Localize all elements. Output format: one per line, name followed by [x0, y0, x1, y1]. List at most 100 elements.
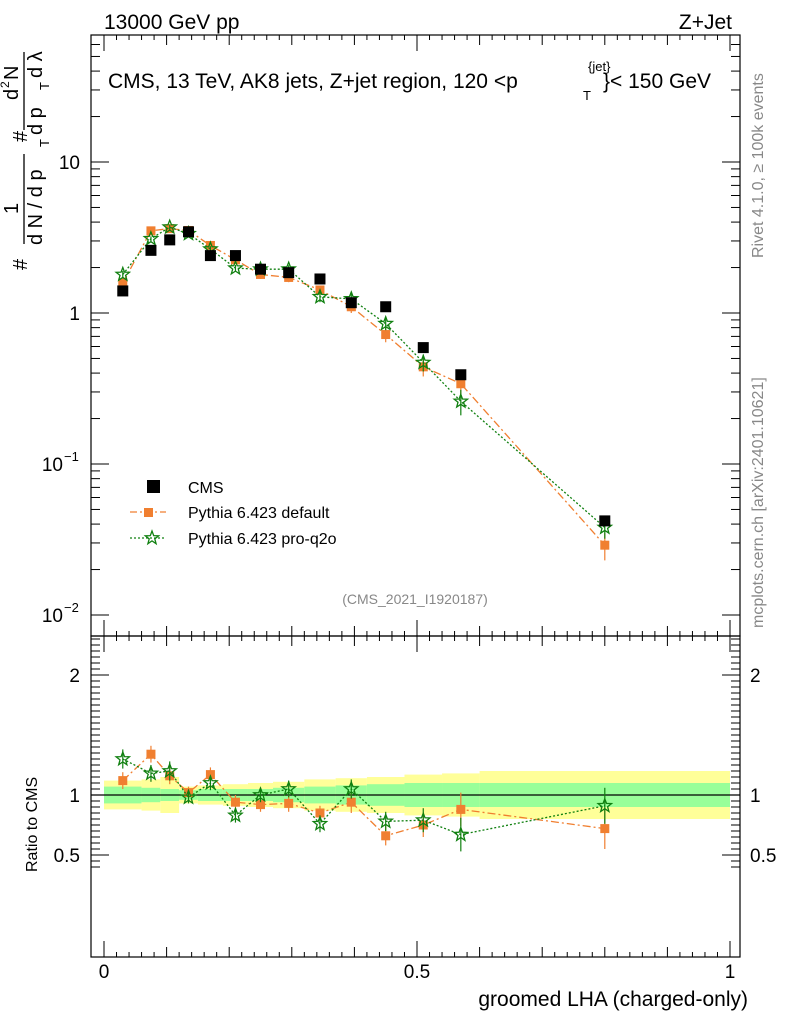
- main-point-cms: [455, 369, 467, 381]
- y-tick-label-exponent: −2: [64, 600, 79, 615]
- main-point-cms: [229, 250, 241, 262]
- ratio-plot-frame: [90, 635, 741, 958]
- plot-title-end: }< 150 GeV: [603, 70, 711, 93]
- plot-title-main: CMS, 13 TeV, AK8 jets, Z+jet region, 120…: [108, 70, 518, 93]
- ratio-point-pythia-6-423-default: [118, 776, 128, 786]
- main-point-cms: [204, 250, 216, 262]
- main-point-cms: [183, 226, 195, 238]
- plot-title: CMS, 13 TeV, AK8 jets, Z+jet region, 120…: [108, 59, 711, 103]
- y-axis-label: # 1 d N / d p T # d 2 N d p T d λ: [0, 51, 52, 270]
- y-label-d2n-n: N: [1, 66, 23, 80]
- main-point-pythia-6-423-pro-q2o: [377, 314, 395, 331]
- y-label-dn-sub: T: [37, 139, 52, 147]
- ratio-y-tick-label-right: 1: [750, 786, 761, 807]
- y-label-dn: d N / d p: [25, 169, 47, 245]
- main-point-pythia-6-423-default: [118, 278, 128, 288]
- rivet-version-label: Rivet 4.1.0, ≥ 100k events: [750, 73, 767, 258]
- y-tick-label: 1: [69, 304, 80, 325]
- energy-label: 13000 GeV pp: [104, 11, 239, 34]
- y-tick-label: 10: [42, 606, 63, 627]
- ratio-y-tick-label-right: 2: [750, 666, 761, 687]
- main-point-cms: [117, 285, 129, 297]
- main-point-pythia-6-423-pro-q2o: [414, 353, 432, 370]
- main-point-pythia-6-423-default: [600, 540, 610, 550]
- y-label-dpt: d p: [25, 107, 47, 135]
- main-point-pythia-6-423-default: [381, 330, 391, 340]
- legend-marker-proq2o: [143, 529, 161, 546]
- ratio-line-pythia-6-423-pro-q2o: [122, 758, 605, 836]
- main-point-cms: [417, 342, 429, 354]
- main-point-pythia-6-423-pro-q2o: [142, 229, 160, 247]
- ratio-point-pythia-6-423-default: [456, 804, 466, 814]
- y-label-hash2: #: [10, 130, 32, 142]
- main-point-pythia-6-423-pro-q2o: [114, 265, 132, 282]
- ratio-y-tick-label: 2: [69, 666, 80, 687]
- process-label: Z+Jet: [679, 11, 732, 34]
- ratio-point-pythia-6-423-pro-q2o: [596, 796, 614, 814]
- y-tick-label: 10: [59, 153, 80, 174]
- ratio-point-pythia-6-423-pro-q2o: [161, 762, 179, 779]
- ratio-point-pythia-6-423-default: [230, 797, 240, 807]
- x-tick-label: 0: [99, 962, 110, 983]
- mcplots-label: mcplots.cern.ch [arXiv:2401.10621]: [750, 377, 767, 628]
- analysis-id: (CMS_2021_I1920187): [342, 591, 488, 607]
- ratio-point-pythia-6-423-default: [256, 800, 265, 810]
- ratio-point-pythia-6-423-default: [600, 824, 610, 834]
- ratio-point-pythia-6-423-pro-q2o: [452, 825, 470, 842]
- legend-label-proq2o: Pythia 6.423 pro-q2o: [188, 531, 337, 548]
- ratio-point-pythia-6-423-pro-q2o: [280, 780, 298, 797]
- main-point-pythia-6-423-default: [205, 240, 215, 250]
- legend-star-shape: [143, 529, 161, 546]
- main-point-cms: [145, 244, 157, 256]
- legend-label-default: Pythia 6.423 default: [188, 505, 330, 522]
- main-point-pythia-6-423-pro-q2o: [311, 287, 329, 304]
- main-point-pythia-6-423-pro-q2o: [227, 259, 244, 276]
- main-point-cms: [380, 301, 392, 313]
- ratio-point-pythia-6-423-pro-q2o: [142, 764, 160, 781]
- ratio-y-tick-label: 1: [69, 786, 80, 807]
- x-tick-label: 0.5: [404, 962, 430, 983]
- main-line-pythia-6-423-default: [122, 227, 606, 546]
- plot-title-sup: {jet}: [588, 59, 611, 74]
- main-point-pythia-6-423-default: [456, 379, 466, 389]
- y-label-one: 1: [1, 203, 23, 214]
- main-point-pythia-6-423-pro-q2o: [161, 218, 179, 235]
- ratio-point-pythia-6-423-pro-q2o: [202, 774, 219, 791]
- ratio-point-pythia-6-423-pro-q2o: [180, 788, 197, 805]
- main-line-pythia-6-423-pro-q2o: [122, 226, 606, 528]
- main-point-pythia-6-423-pro-q2o: [452, 392, 470, 409]
- legend-label-cms: CMS: [188, 480, 224, 497]
- ratio-point-pythia-6-423-default: [284, 798, 294, 808]
- legend: CMS Pythia 6.423 default Pythia 6.423 pr…: [130, 480, 337, 548]
- legend-marker-default: [144, 508, 153, 517]
- ratio-point-pythia-6-423-pro-q2o: [252, 786, 269, 803]
- main-point-cms: [599, 515, 611, 527]
- ratio-point-pythia-6-423-default: [381, 831, 391, 841]
- y-label-d2n-sup: 2: [0, 81, 12, 88]
- ratio-y-tick-label: 0.5: [54, 846, 80, 867]
- ratio-point-pythia-6-423-default: [346, 797, 356, 807]
- plot-title-sub: T: [583, 88, 591, 103]
- y-tick-label: 10: [42, 455, 63, 476]
- ratio-y-label: Ratio to CMS: [24, 777, 41, 872]
- ratio-y-tick-label-right: 0.5: [750, 846, 776, 867]
- y-label-d2n: d: [1, 89, 23, 100]
- y-label-hash: #: [10, 258, 32, 270]
- legend-marker-cms: [147, 480, 160, 493]
- main-point-cms: [255, 263, 266, 275]
- ratio-point-pythia-6-423-pro-q2o: [227, 806, 244, 823]
- ratio-point-pythia-6-423-pro-q2o: [114, 750, 132, 767]
- y-label-dpt-sub: T: [37, 82, 52, 90]
- main-point-cms: [164, 234, 176, 246]
- ratio-point-pythia-6-423-default: [146, 749, 156, 759]
- y-label-dlambda: d λ: [25, 51, 47, 78]
- ratio-point-pythia-6-423-default: [315, 808, 325, 818]
- ratio-point-pythia-6-423-pro-q2o: [414, 811, 432, 828]
- ratio-point-pythia-6-423-pro-q2o: [311, 814, 329, 832]
- main-point-cms: [345, 297, 357, 309]
- y-tick-label-exponent: −1: [64, 449, 79, 464]
- main-point-cms: [283, 267, 295, 279]
- x-axis-label: groomed LHA (charged-only): [478, 988, 748, 1011]
- ratio-point-pythia-6-423-pro-q2o: [342, 780, 360, 797]
